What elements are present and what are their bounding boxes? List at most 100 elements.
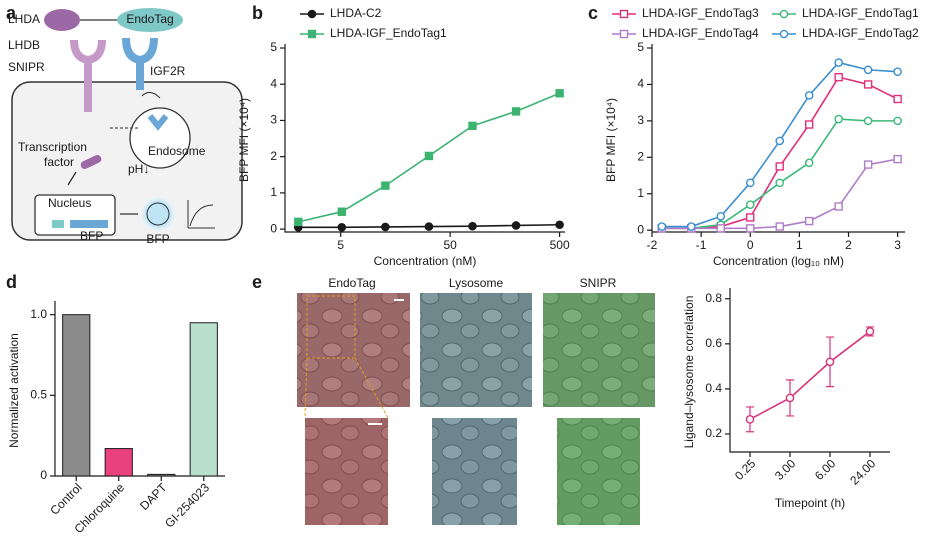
- marker: [424, 222, 434, 231]
- marker: [775, 136, 785, 146]
- marker: [775, 162, 784, 171]
- x-tick-label: 3.00: [772, 456, 799, 483]
- x-tick-label: 0.25: [732, 456, 759, 483]
- y-tick-label: 3: [270, 113, 277, 127]
- image-label: Lysosome: [449, 276, 504, 290]
- panel-label: d: [6, 272, 17, 292]
- ligand-shape: [44, 9, 80, 31]
- x-tick-label: 500: [550, 238, 570, 252]
- x-tick-label: 3: [894, 238, 901, 252]
- image-tint: [305, 418, 388, 525]
- x-tick-label: Control: [47, 480, 84, 517]
- marker: [863, 116, 873, 126]
- y-tick-label: 0.8: [705, 291, 722, 305]
- x-tick-label: -1: [696, 238, 707, 252]
- y-tick-label: 1: [637, 186, 644, 200]
- marker: [805, 216, 814, 226]
- marker: [865, 327, 875, 336]
- label: EndoTag: [126, 12, 173, 26]
- panel-label: b: [252, 3, 263, 23]
- bar: [189, 322, 218, 477]
- marker: [893, 94, 902, 104]
- bar: [62, 314, 91, 477]
- marker: [779, 9, 789, 19]
- image: [543, 293, 655, 407]
- marker: [805, 120, 814, 129]
- igf2r-stem: [136, 60, 144, 90]
- endosome-shape: [129, 107, 191, 169]
- x-axis-label: Concentration (nM): [374, 254, 477, 268]
- image: [297, 293, 410, 407]
- y-tick-label: 0.6: [705, 336, 722, 350]
- receptor-stem: [84, 60, 92, 112]
- legend-label: LHDA-IGF_EndoTag4: [642, 26, 759, 40]
- label: Nucleus: [48, 196, 91, 210]
- x-tick-label: 1: [796, 238, 803, 252]
- panel-label: a: [6, 3, 17, 23]
- axis-line: [729, 288, 890, 453]
- y-axis-label: BFP MFI (×10⁴): [604, 98, 618, 182]
- label: factor: [44, 155, 74, 169]
- image-tint: [297, 293, 410, 407]
- bar: [147, 473, 176, 477]
- y-tick-label: 3: [637, 113, 644, 127]
- label: LHDA: [8, 12, 40, 26]
- x-tick-label: 0: [747, 238, 754, 252]
- marker: [657, 222, 667, 231]
- y-tick-label: 1: [270, 185, 277, 199]
- tag-shape: [117, 8, 183, 32]
- panel-label: e: [252, 272, 262, 292]
- label: SNIPR: [8, 60, 45, 74]
- arrow: [67, 171, 77, 186]
- y-axis-label: Normalized activation: [7, 333, 21, 448]
- legend-label: LHDA-IGF_EndoTag2: [802, 26, 919, 40]
- x-tick-label: 6.00: [812, 456, 839, 483]
- marker: [746, 224, 755, 233]
- marker: [804, 91, 814, 100]
- y-tick-label: 0.2: [705, 426, 722, 440]
- arrow: [141, 92, 161, 99]
- marker: [893, 67, 902, 76]
- marker: [381, 222, 390, 232]
- x-tick-label: 50: [443, 238, 457, 252]
- marker: [834, 114, 843, 124]
- marker: [834, 202, 843, 211]
- x-tick-label: 24.00: [847, 456, 878, 487]
- marker: [745, 415, 755, 424]
- legend-label: LHDA-IGF_EndoTag1: [330, 26, 447, 40]
- x-tick-label: 2: [845, 238, 852, 252]
- marker: [775, 178, 785, 188]
- y-tick-label: 5: [637, 40, 644, 54]
- series-line: [749, 330, 871, 421]
- marker: [555, 89, 564, 98]
- axis-line: [284, 44, 565, 233]
- marker: [381, 181, 390, 190]
- x-axis-label: Timepoint (h): [775, 496, 845, 510]
- legend-label: LHDA-IGF_EndoTag1: [802, 6, 919, 20]
- micrographs: EndoTag Lysosome SNIPR: [297, 276, 655, 525]
- y-tick-label: 2: [270, 149, 277, 163]
- label: LHDB: [8, 38, 40, 52]
- x-axis-label: Concentration (log₁₀ nM): [713, 254, 844, 268]
- y-tick-label: 4: [637, 77, 644, 91]
- marker: [468, 121, 477, 131]
- marker: [307, 9, 317, 19]
- marker: [307, 29, 317, 39]
- marker: [745, 178, 755, 188]
- marker: [825, 357, 835, 367]
- marker: [893, 116, 902, 126]
- y-axis-label: Ligand–lysosome correlation: [682, 296, 696, 449]
- diagram: LHDA EndoTag LHDB SNIPR IGF2R Transcript…: [8, 8, 243, 246]
- marker: [775, 222, 784, 231]
- x-tick-label: DAPT: [137, 480, 170, 513]
- x-tick-label: GI-254023: [162, 480, 212, 530]
- y-tick-label: 2: [637, 149, 644, 163]
- marker: [834, 58, 843, 67]
- label: BFP: [146, 232, 169, 246]
- marker: [834, 72, 843, 82]
- image: [557, 418, 640, 525]
- marker: [863, 65, 873, 75]
- label: pH↓: [128, 162, 149, 176]
- marker: [337, 207, 347, 216]
- image-tint: [543, 293, 655, 407]
